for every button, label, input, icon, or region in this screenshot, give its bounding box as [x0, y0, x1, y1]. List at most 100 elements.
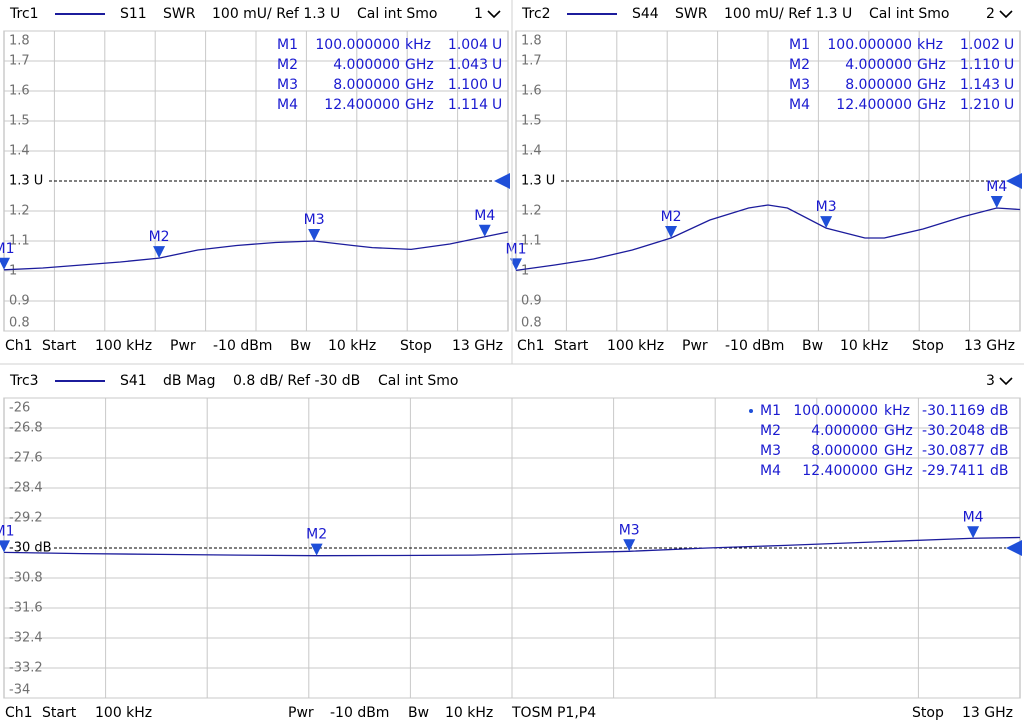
marker-table-name: M1 [760, 403, 781, 419]
header-field: 0.8 dB/ Ref -30 dB [233, 373, 360, 389]
y-tick-label: -30.8 [9, 571, 43, 586]
footer-field: 10 kHz [445, 705, 493, 721]
marker-table-freq-unit: GHz [405, 77, 434, 93]
marker-table-name: M1 [277, 37, 298, 53]
active-marker-dot [749, 409, 753, 413]
y-tick-label: 1.3 U [9, 174, 43, 189]
marker-table-value: 1.002 [960, 37, 1000, 53]
y-tick-label: 1.4 [9, 144, 30, 159]
marker-table-name: M4 [277, 97, 298, 113]
footer-field: Start [42, 338, 77, 354]
y-tick-label: -31.6 [9, 601, 43, 616]
marker-label: M3 [304, 212, 325, 228]
footer-field: Stop [912, 705, 944, 721]
reference-marker [494, 173, 510, 189]
marker-triangle [0, 257, 10, 270]
marker-table-unit: dB [990, 463, 1009, 479]
trace-line [515, 204, 1021, 272]
marker-triangle [990, 196, 1003, 208]
y-tick-label: 1.8 [521, 34, 542, 49]
footer-field: 13 GHz [964, 338, 1015, 354]
trace-pane: Trc1 S11 SWR 100 mU/ Ref 1.3 U Cal int Smo 10… [0, 6, 510, 354]
marker-table-value: 1.110 [960, 57, 1000, 73]
marker-table-unit: U [492, 97, 502, 113]
marker-table-freq: 12.400000 [836, 97, 912, 113]
marker-table-value: 1.143 [960, 77, 1000, 93]
trace-line [3, 536, 1021, 557]
marker-label: M4 [474, 208, 495, 224]
y-tick-label: -29.2 [9, 511, 43, 526]
y-tick-label: -28.4 [9, 481, 43, 496]
marker-table-name: M3 [789, 77, 810, 93]
marker-table-unit: dB [990, 443, 1009, 459]
marker-table-freq-unit: GHz [884, 423, 913, 439]
marker-triangle [623, 539, 636, 552]
marker-table-freq: 4.000000 [333, 57, 400, 73]
y-tick-label: 1.1 [9, 234, 30, 249]
marker-table-value: -30.0877 [922, 443, 985, 459]
footer-field: Bw [802, 338, 823, 354]
header-field: Cal int Smo [357, 6, 438, 22]
marker-table-freq-unit: GHz [917, 57, 946, 73]
marker-label: M4 [963, 509, 984, 525]
marker-label: M1 [0, 523, 15, 539]
marker-table-freq: 8.000000 [811, 443, 878, 459]
marker-table-freq: 12.400000 [802, 463, 878, 479]
marker-table-freq-unit: GHz [405, 97, 434, 113]
header-field: 100 mU/ Ref 1.3 U [212, 6, 340, 22]
dropdown-chevron [999, 10, 1013, 19]
y-tick-label: 1.5 [521, 114, 542, 129]
footer-field: Pwr [288, 705, 314, 721]
marker-table-name: M2 [277, 57, 298, 73]
footer-field: 100 kHz [95, 338, 152, 354]
reference-marker [1006, 540, 1022, 556]
marker-table-unit: U [1004, 97, 1014, 113]
marker-table-unit: U [492, 77, 502, 93]
marker-table-value: 1.114 [448, 97, 488, 113]
y-tick-label: 1.6 [521, 84, 542, 99]
trace-pane: Trc3 S41 dB Mag 0.8 dB/ Ref -30 dB Cal int S… [0, 373, 1022, 721]
marker-table-freq: 8.000000 [845, 77, 912, 93]
marker-table-name: M3 [760, 443, 781, 459]
channel-number: 2 [986, 6, 995, 22]
footer-field: 100 kHz [95, 705, 152, 721]
footer-field: Ch1 [517, 338, 545, 354]
y-tick-label: -32.4 [9, 631, 43, 646]
y-tick-label: 1.7 [9, 54, 30, 69]
marker-table-freq: 8.000000 [333, 77, 400, 93]
marker-triangle [967, 526, 980, 539]
header-field: S44 [632, 6, 659, 22]
marker-table-value: -30.2048 [922, 423, 985, 439]
channel-number: 1 [474, 6, 483, 22]
marker-triangle [665, 226, 678, 238]
marker-table-freq-unit: GHz [884, 443, 913, 459]
marker-table-freq-unit: GHz [405, 57, 434, 73]
marker-table-unit: U [492, 57, 502, 73]
y-tick-label: 1.8 [9, 34, 30, 49]
marker-table-freq-unit: kHz [917, 37, 943, 53]
marker-label: M2 [149, 229, 170, 245]
y-tick-label: 1 [9, 264, 17, 279]
marker-label: M2 [306, 527, 327, 543]
header-field: Cal int Smo [378, 373, 459, 389]
marker-triangle [510, 258, 522, 271]
footer-field: 10 kHz [328, 338, 376, 354]
header-field: SWR [675, 6, 708, 22]
footer-field: -10 dBm [330, 705, 389, 721]
marker-table-freq: 4.000000 [811, 423, 878, 439]
marker-table-value: 1.100 [448, 77, 488, 93]
marker-table-freq-unit: GHz [917, 77, 946, 93]
marker-table-value: 1.004 [448, 37, 488, 53]
footer-field: Bw [408, 705, 429, 721]
header-field: S11 [120, 6, 147, 22]
dropdown-chevron [999, 377, 1013, 386]
footer-field: 13 GHz [452, 338, 503, 354]
marker-table-freq: 100.000000 [315, 37, 400, 53]
y-tick-label: -26 [9, 401, 30, 416]
y-tick-label: 1.2 [521, 204, 542, 219]
y-tick-label: 1.6 [9, 84, 30, 99]
marker-triangle [153, 246, 166, 259]
trace-name: Trc1 [9, 6, 39, 22]
marker-triangle [310, 543, 323, 556]
